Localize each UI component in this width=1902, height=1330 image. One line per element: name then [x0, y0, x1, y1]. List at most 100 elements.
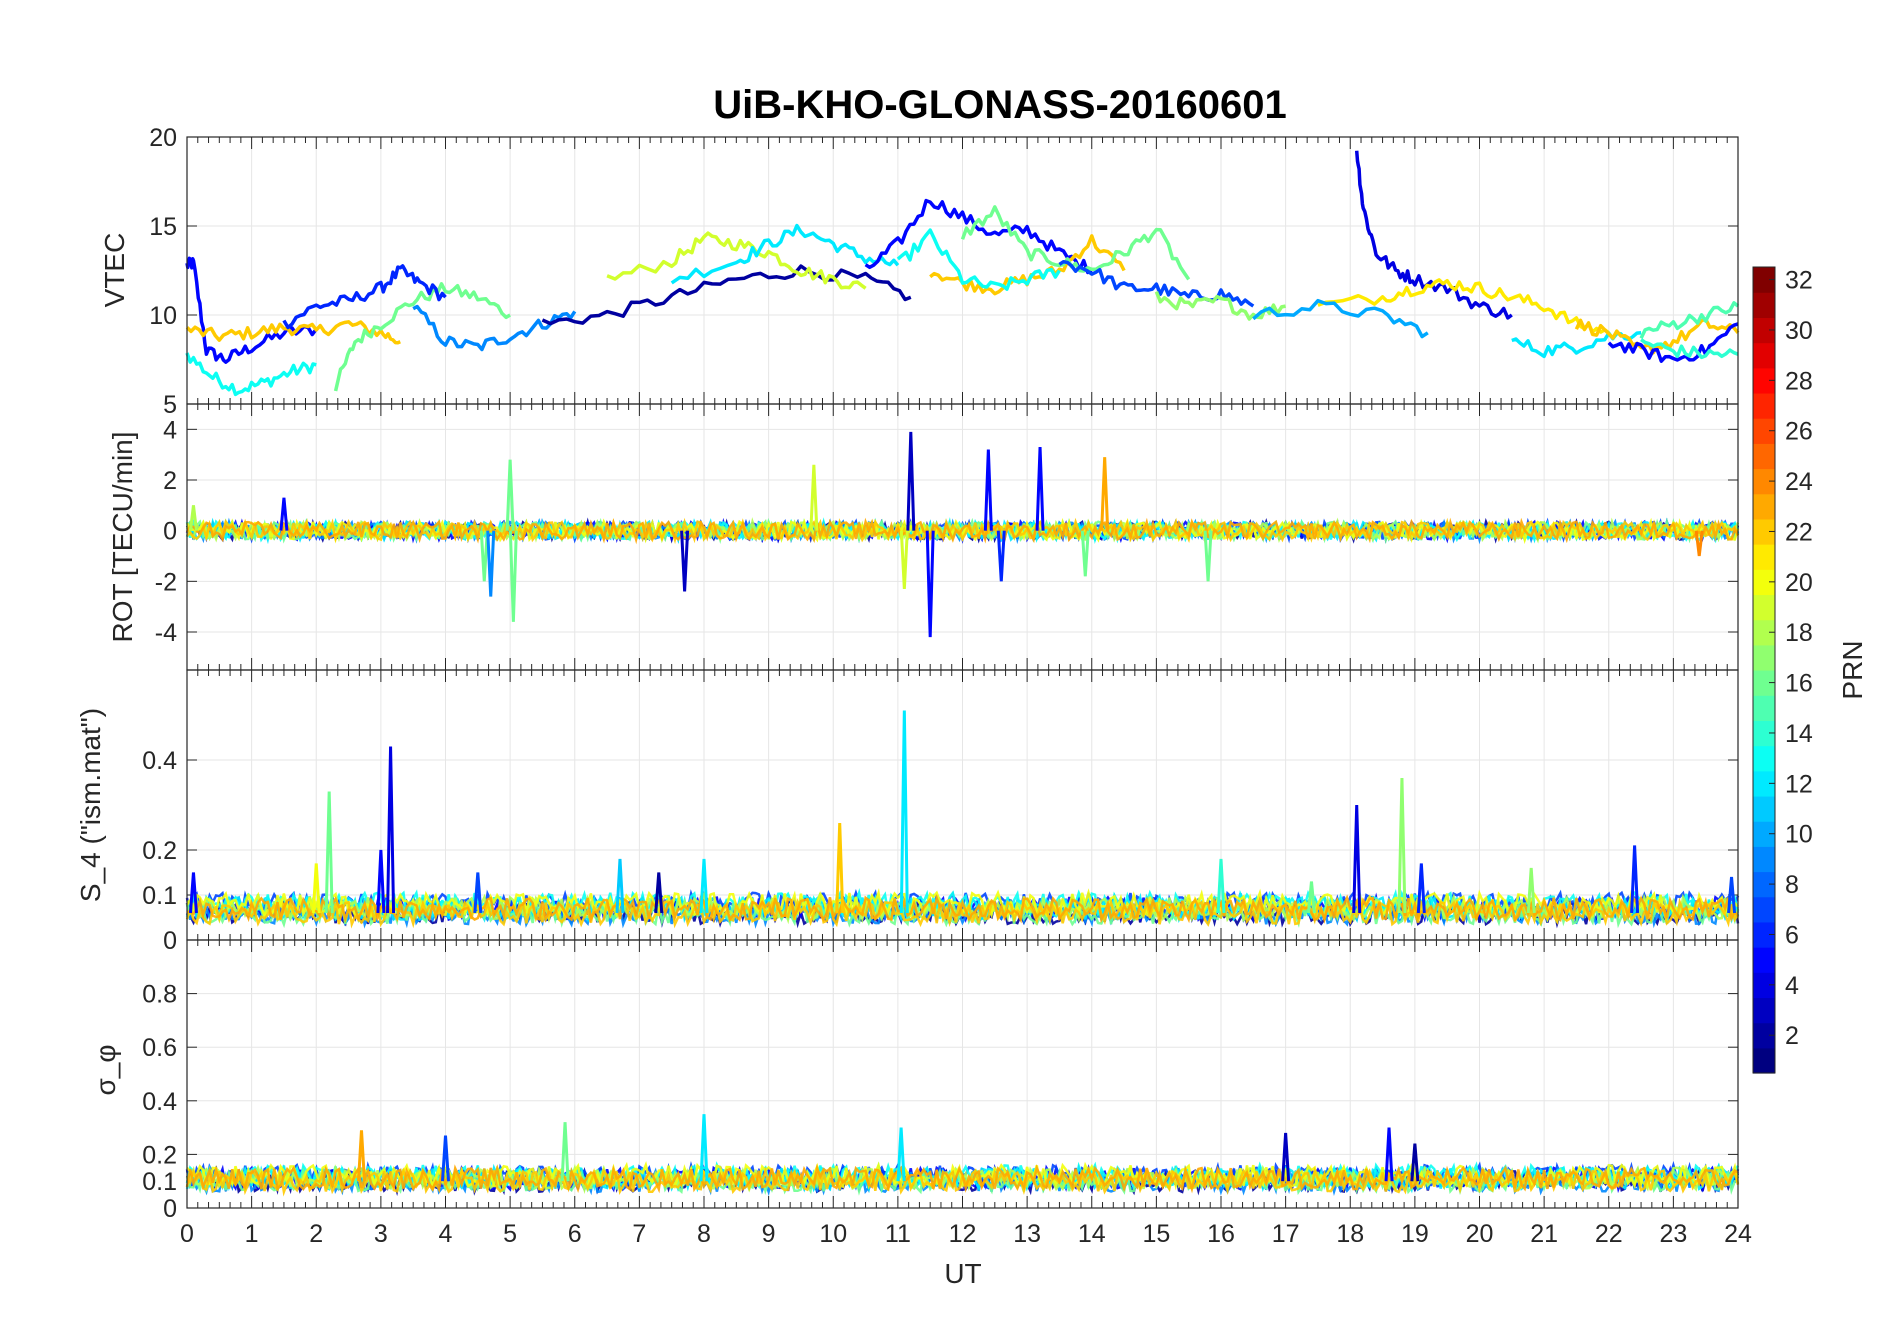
colorbar-tick-label: 30	[1785, 317, 1813, 345]
figure-title: UiB-KHO-GLONASS-20160601	[713, 83, 1287, 127]
x-tick-label: 23	[1659, 1220, 1687, 1248]
x-tick-label: 17	[1272, 1220, 1300, 1248]
prn-series-line	[185, 256, 318, 364]
prn-spike	[386, 746, 396, 914]
prn-spike	[508, 530, 518, 622]
x-tick-label: 18	[1336, 1220, 1364, 1248]
prn-spike	[1080, 530, 1090, 577]
x-axis-label: UT	[944, 1258, 981, 1289]
colorbar-tick-label: 20	[1785, 569, 1813, 597]
colorbar-tick-label: 2	[1785, 1022, 1799, 1050]
y-axis-label: VTEC	[99, 233, 130, 308]
prn-spike	[560, 1122, 570, 1182]
s4-panel: 0 0.1 0.2 0.4 S_4 ("ism.mat")	[75, 669, 1740, 955]
sigma-phi-panel: 00.10.20.40.60.8σ_φ0 1 2 3 4 5 6 7 8 9 10 11 12 13 14 1…	[90, 939, 1752, 1248]
colorbar-tick-label: 10	[1785, 821, 1813, 849]
x-tick-label: 5	[503, 1220, 517, 1248]
prn-series-line	[1058, 259, 1255, 308]
prn-spike	[809, 464, 819, 531]
prn-spike	[1694, 530, 1704, 557]
prn-spike	[906, 431, 916, 531]
x-tick-label: 13	[1013, 1220, 1041, 1248]
colorbar-swatch	[1753, 544, 1775, 570]
prn-spike	[188, 872, 198, 914]
y-tick-label: 0.6	[142, 1034, 177, 1062]
y-tick-label: 0.4	[142, 747, 177, 775]
axes-frame	[186, 939, 1739, 1209]
prn-spike	[311, 863, 321, 914]
prn-noise-trace	[186, 517, 1740, 545]
y-tick-label: -2	[155, 568, 177, 596]
y-tick-label: 10	[149, 302, 177, 330]
prn-spike	[1397, 777, 1407, 914]
y-axis-label: σ_φ	[90, 1044, 121, 1095]
y-axis-label: ROT [TECU/min]	[107, 431, 138, 642]
prn-spike	[1216, 858, 1226, 914]
prn-spike	[1203, 530, 1213, 582]
colorbar-swatch	[1753, 367, 1775, 394]
colorbar-swatch	[1753, 720, 1775, 747]
colorbar-tick-label: 28	[1785, 367, 1813, 395]
prn-spike	[441, 1135, 450, 1182]
colorbar-swatch	[1753, 342, 1775, 369]
colorbar-swatch	[1753, 947, 1775, 973]
prn-spike	[473, 872, 483, 914]
x-tick-label: 0	[180, 1220, 194, 1248]
prn-noise-trace	[185, 1163, 1739, 1194]
colorbar-label: PRN	[1837, 640, 1868, 699]
y-tick-label: 4	[163, 416, 177, 444]
x-tick-label: 22	[1595, 1220, 1623, 1248]
x-tick-label: 6	[568, 1220, 582, 1248]
x-tick-label: 11	[885, 1220, 911, 1248]
colorbar-tick-label: 26	[1785, 418, 1813, 446]
prn-spike	[1630, 845, 1640, 914]
prn-spike	[680, 530, 690, 592]
x-tick-label: 3	[374, 1220, 388, 1248]
colorbar-swatch	[1753, 795, 1775, 822]
prn-spike	[1384, 1127, 1394, 1182]
colorbar-swatch	[1753, 972, 1775, 999]
colorbar-swatch	[1753, 846, 1775, 873]
prn-series-line	[864, 198, 1093, 275]
prn-series-line	[1317, 278, 1610, 335]
x-tick-label: 20	[1466, 1220, 1494, 1248]
y-tick-label: 2	[163, 467, 177, 495]
colorbar-tick-label: 32	[1785, 267, 1813, 295]
prn-series-line	[541, 264, 912, 326]
prn-spike	[505, 459, 515, 531]
prn-spike	[925, 530, 935, 638]
prn-noise-trace	[186, 893, 1740, 924]
y-tick-label: 5	[163, 391, 177, 419]
colorbar-swatch	[1753, 518, 1775, 545]
x-tick-label: 12	[949, 1220, 977, 1248]
prn-spike	[324, 791, 334, 914]
x-tick-label: 14	[1078, 1220, 1106, 1248]
prn-series-line	[1574, 317, 1740, 355]
x-tick-label: 10	[819, 1220, 847, 1248]
prn-series-line	[896, 228, 1061, 291]
prn-series-line	[1354, 150, 1513, 320]
prn-spike	[699, 858, 709, 914]
y-tick-label: 0.1	[142, 882, 177, 910]
prn-spike	[1410, 1143, 1420, 1182]
colorbar-swatch	[1753, 1022, 1775, 1049]
colorbar-tick-label: 6	[1785, 921, 1799, 949]
prn-spike	[654, 872, 664, 914]
prn-spike	[376, 849, 386, 914]
prn-series-line	[185, 352, 317, 397]
prn-series-line	[1607, 322, 1739, 363]
colorbar-swatch	[1753, 997, 1775, 1024]
prn-spike	[699, 1114, 709, 1182]
prn-series-line	[282, 264, 447, 330]
y-tick-label: 0.2	[142, 837, 177, 865]
colorbar-swatch	[1753, 468, 1775, 495]
y-tick-label: -4	[155, 619, 177, 647]
colorbar-tick-label: 4	[1785, 972, 1799, 1000]
prn-spike	[1727, 876, 1737, 914]
prn-series-line	[1640, 338, 1739, 360]
y-tick-label: 0.8	[142, 981, 177, 1009]
prn-series-line	[333, 282, 511, 392]
y-tick-label: 20	[149, 124, 177, 152]
